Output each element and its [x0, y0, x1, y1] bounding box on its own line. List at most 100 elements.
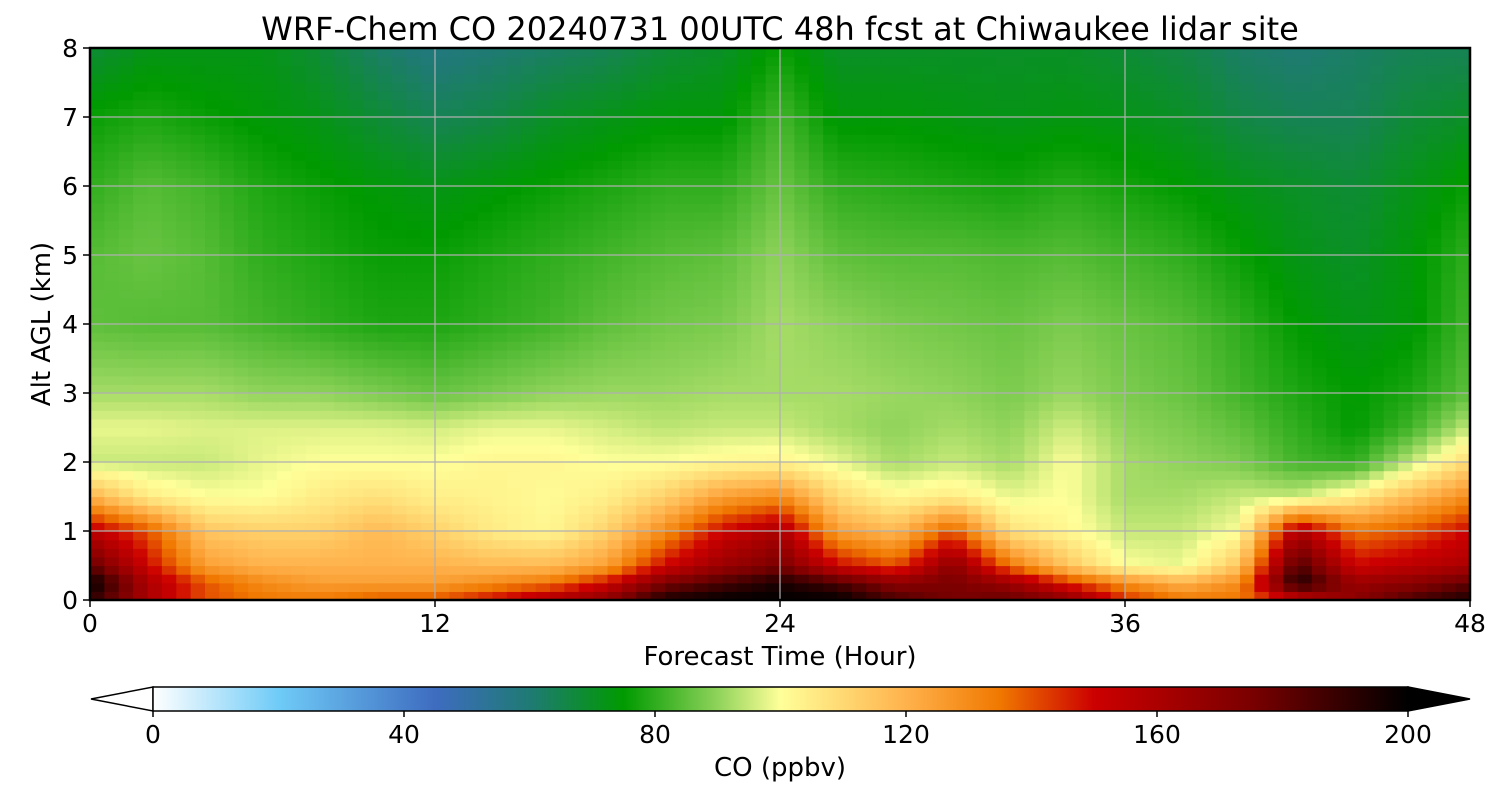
heatmap-cell — [276, 324, 292, 334]
heatmap-cell — [665, 272, 680, 282]
heatmap-cell — [1096, 462, 1112, 472]
heatmap-cell — [952, 177, 968, 187]
heatmap-cell — [1297, 513, 1313, 523]
heatmap-cell — [923, 393, 939, 403]
heatmap-cell — [1182, 548, 1198, 558]
heatmap-cell — [535, 539, 551, 549]
heatmap-cell — [923, 289, 939, 299]
heatmap-cell — [1426, 531, 1442, 541]
heatmap-cell — [377, 324, 393, 334]
heatmap-cell — [1254, 556, 1270, 567]
heatmap-cell — [938, 194, 954, 204]
heatmap-cell — [1139, 565, 1155, 575]
heatmap-cell — [593, 418, 609, 429]
heatmap-cell — [1038, 556, 1054, 567]
heatmap-cell — [506, 487, 522, 498]
heatmap-cell — [1211, 479, 1227, 489]
heatmap-cell — [1441, 272, 1457, 282]
heatmap-cell — [478, 427, 494, 437]
heatmap-cell — [736, 436, 752, 446]
heatmap-cell — [363, 582, 379, 592]
heatmap-cell — [607, 548, 623, 558]
heatmap-cell — [1283, 237, 1299, 247]
heatmap-cell — [1369, 272, 1385, 282]
heatmap-cell — [665, 479, 680, 489]
heatmap-cell — [593, 487, 609, 498]
heatmap-cell — [1283, 479, 1299, 489]
heatmap-cell — [276, 203, 292, 213]
heatmap-cell — [205, 539, 220, 549]
heatmap-cell — [938, 306, 954, 316]
heatmap-cell — [521, 556, 537, 567]
heatmap-cell — [90, 444, 105, 454]
heatmap-cell — [1455, 349, 1471, 360]
heatmap-cell — [1139, 246, 1155, 256]
heatmap-cell — [708, 479, 724, 489]
heatmap-cell — [823, 539, 839, 549]
heatmap-cell — [693, 280, 709, 291]
heatmap-cell — [808, 220, 824, 230]
heatmap-cell — [1455, 418, 1471, 429]
heatmap-cell — [449, 306, 465, 316]
heatmap-cell — [1125, 255, 1140, 265]
heatmap-cell — [262, 255, 278, 265]
heatmap-cell — [291, 375, 307, 385]
heatmap-cell — [205, 341, 220, 351]
heatmap-cell — [1168, 151, 1184, 161]
heatmap-cell — [1139, 384, 1155, 394]
heatmap-cell — [693, 186, 709, 196]
heatmap-cell — [1426, 427, 1442, 437]
heatmap-cell — [1110, 470, 1126, 480]
heatmap-cell — [320, 462, 335, 472]
heatmap-cell — [1369, 315, 1385, 325]
heatmap-cell — [147, 565, 163, 575]
heatmap-cell — [521, 211, 537, 222]
heatmap-cell — [435, 289, 450, 299]
heatmap-cell — [1383, 341, 1399, 351]
heatmap-cell — [736, 160, 752, 170]
heatmap-cell — [1053, 349, 1069, 360]
heatmap-cell — [1268, 160, 1284, 170]
heatmap-cell — [765, 479, 781, 489]
heatmap-cell — [1067, 358, 1083, 368]
heatmap-cell — [1283, 565, 1299, 575]
heatmap-cell — [823, 548, 839, 558]
heatmap-cell — [1196, 393, 1212, 403]
heatmap-cell — [650, 522, 666, 532]
heatmap-cell — [808, 160, 824, 170]
heatmap-cell — [808, 349, 824, 360]
heatmap-cell — [391, 487, 407, 498]
heatmap-cell — [391, 237, 407, 247]
heatmap-cell — [1182, 513, 1198, 523]
heatmap-cell — [1383, 332, 1399, 342]
heatmap-cell — [348, 393, 364, 403]
heatmap-cell — [851, 289, 867, 299]
heatmap-cell — [334, 298, 350, 308]
heatmap-cell — [320, 177, 335, 187]
heatmap-cell — [823, 186, 839, 196]
heatmap-cell — [1355, 531, 1370, 541]
heatmap-cell — [722, 289, 738, 299]
heatmap-cell — [262, 384, 278, 394]
heatmap-cell — [952, 358, 968, 368]
heatmap-cell — [1283, 384, 1299, 394]
heatmap-cell — [780, 574, 795, 584]
heatmap-cell — [161, 401, 177, 411]
heatmap-cell — [320, 186, 335, 196]
heatmap-cell — [794, 168, 810, 178]
heatmap-cell — [952, 211, 968, 222]
heatmap-cell — [1398, 203, 1414, 213]
heatmap-cell — [1024, 237, 1040, 247]
heatmap-cell — [435, 574, 450, 584]
heatmap-cell — [1240, 453, 1255, 463]
heatmap-cell — [205, 332, 220, 342]
heatmap-cell — [449, 375, 465, 385]
heatmap-cell — [1297, 393, 1313, 403]
heatmap-cell — [1383, 367, 1399, 377]
heatmap-cell — [866, 496, 882, 506]
heatmap-cell — [880, 272, 896, 282]
heatmap-cell — [1125, 298, 1140, 308]
heatmap-cell — [406, 349, 422, 360]
heatmap-cell — [981, 574, 997, 584]
heatmap-cell — [1268, 410, 1284, 420]
